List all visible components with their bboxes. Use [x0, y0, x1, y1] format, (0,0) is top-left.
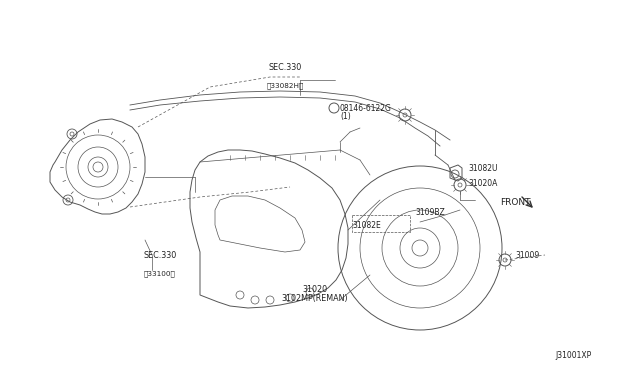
Text: 31020A: 31020A [468, 179, 497, 187]
Text: 31020: 31020 [303, 285, 328, 295]
Text: ㌳33082H〴: ㌳33082H〴 [266, 82, 304, 89]
Text: 08146-6122G: 08146-6122G [340, 103, 392, 112]
Text: 3109BZ: 3109BZ [415, 208, 445, 217]
Text: J31001XP: J31001XP [555, 350, 591, 359]
Text: 31009: 31009 [515, 250, 540, 260]
Text: 31082U: 31082U [468, 164, 497, 173]
Text: 3102MP(REMAN): 3102MP(REMAN) [282, 294, 348, 302]
Text: (1): (1) [340, 112, 351, 121]
Text: ㌳33100〴: ㌳33100〴 [144, 270, 176, 277]
Text: FRONT: FRONT [500, 198, 531, 206]
Text: SEC.330: SEC.330 [143, 251, 177, 260]
Text: SEC.330: SEC.330 [268, 63, 301, 72]
Text: 31082E: 31082E [352, 221, 381, 230]
